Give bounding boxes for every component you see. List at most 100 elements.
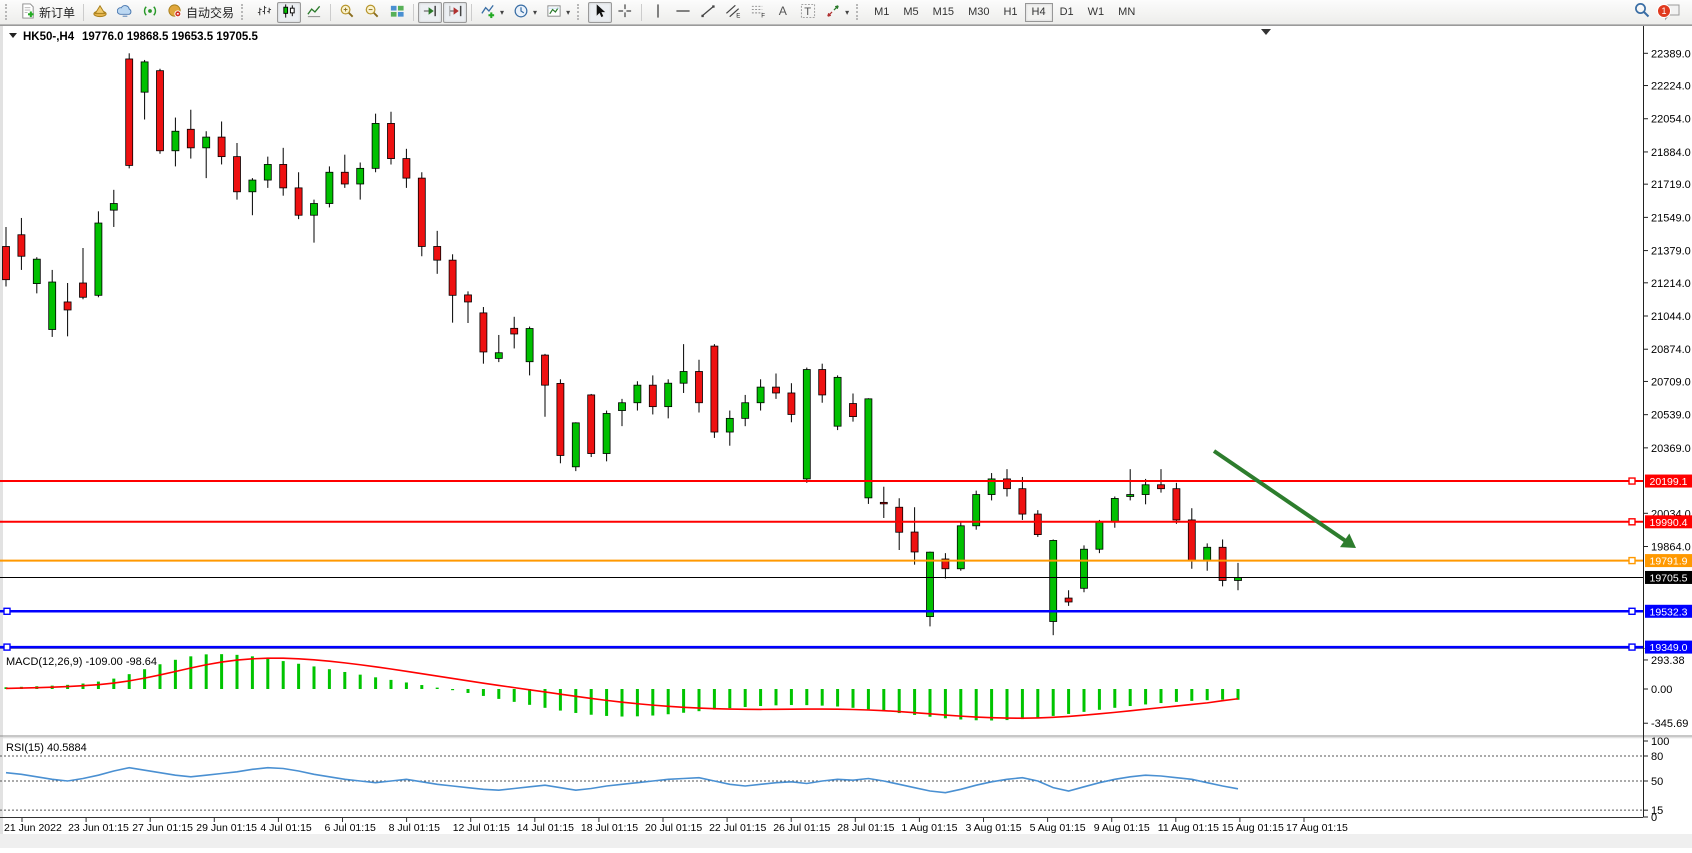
line-handle[interactable]	[3, 607, 11, 615]
svg-text:E: E	[736, 12, 740, 18]
timeframe-m30[interactable]: M30	[961, 3, 996, 22]
toolbar-grip[interactable]	[577, 4, 583, 20]
y-tick-label: 21044.0	[1651, 311, 1691, 323]
trendline-button[interactable]	[696, 2, 720, 23]
text-label-button[interactable]: T	[796, 2, 820, 23]
candle	[633, 381, 642, 411]
bar-chart-icon	[256, 3, 272, 22]
y-tick-label: 20709.0	[1651, 376, 1691, 388]
x-tick-label: 15 Aug 01:15	[1222, 822, 1284, 834]
candle-body	[17, 234, 26, 257]
tile-windows-button[interactable]	[385, 2, 409, 23]
candle-body	[2, 246, 10, 281]
community-button[interactable]	[113, 2, 137, 23]
line-handle[interactable]	[1628, 643, 1636, 651]
indicators-button[interactable]: ▾	[476, 2, 508, 23]
rsi-tick-label: 15	[1651, 805, 1663, 817]
timeframe-w1[interactable]: W1	[1081, 3, 1112, 22]
toolbar-grip[interactable]	[241, 4, 247, 20]
candle-body	[125, 58, 134, 166]
candlestick-chart-button[interactable]	[277, 1, 302, 23]
candle	[756, 379, 765, 411]
chart-area[interactable]: 22389.0 22224.0 22054.0 21884.0 21719.0 21549…	[0, 25, 1692, 848]
candle	[310, 199, 318, 243]
svg-text:A: A	[779, 4, 788, 18]
templates-button[interactable]: ▾	[542, 2, 574, 23]
timeframe-h4[interactable]: H4	[1024, 2, 1053, 22]
rsi-tick-label: 80	[1651, 751, 1663, 763]
candle	[448, 254, 457, 323]
y-tick-label: 20874.0	[1651, 344, 1691, 356]
horizontal-line-button[interactable]	[671, 2, 695, 23]
crosshair-button[interactable]	[613, 2, 637, 23]
candle	[186, 109, 195, 159]
new-order-button[interactable]: 新订单	[16, 2, 79, 23]
search-icon[interactable]	[1633, 1, 1651, 24]
dropdown-caret-icon[interactable]: ▾	[500, 7, 505, 17]
cursor-button[interactable]	[588, 1, 613, 23]
candle-body	[171, 130, 180, 152]
candle	[48, 269, 57, 337]
line-handle[interactable]	[1628, 607, 1636, 615]
bar-chart-button[interactable]	[252, 2, 276, 23]
candle	[802, 367, 811, 483]
toolbar-grip[interactable]	[5, 4, 11, 20]
dropdown-caret-icon[interactable]: ▾	[845, 7, 850, 17]
candle	[926, 551, 934, 627]
shift-end-marker-icon[interactable]	[1261, 29, 1271, 35]
line-handle[interactable]	[1628, 477, 1636, 485]
horizontal-line-object[interactable]: 19791.9	[0, 554, 1692, 568]
candle	[63, 283, 72, 337]
horizontal-line-object[interactable]: 19705.5	[0, 570, 1692, 585]
zoom-in-button[interactable]	[335, 2, 359, 23]
autotrading-button[interactable]: 自动交易	[163, 2, 238, 23]
auto-scroll-button[interactable]	[418, 1, 443, 23]
horizontal-line-object[interactable]: 19349.0	[0, 640, 1692, 655]
signals-button[interactable]	[138, 2, 162, 23]
candle	[79, 248, 87, 300]
horizontal-line-object[interactable]: 19532.3	[0, 604, 1692, 619]
chart-shift-button[interactable]	[443, 1, 468, 23]
timeframe-d1[interactable]: D1	[1053, 3, 1081, 22]
line-handle[interactable]	[1628, 556, 1636, 565]
x-tick-label: 29 Jun 01:15	[196, 822, 257, 834]
candle	[695, 359, 703, 413]
equidistant-channel-button[interactable]: E	[721, 2, 745, 23]
line-handle[interactable]	[3, 643, 11, 651]
dropdown-caret-icon[interactable]: ▾	[566, 7, 571, 17]
text-button[interactable]: A	[771, 2, 795, 23]
candle	[156, 68, 164, 154]
horizontal-line-object[interactable]: 20199.1	[0, 474, 1692, 489]
timeframe-m15[interactable]: M15	[926, 3, 961, 22]
candle	[217, 121, 226, 165]
timeframe-m1[interactable]: M1	[867, 3, 896, 22]
toolbar-grip[interactable]	[856, 4, 862, 20]
text-label-icon: T	[800, 3, 816, 22]
zoom-out-button[interactable]	[360, 2, 384, 23]
candle-body	[1095, 521, 1104, 550]
candle	[1218, 539, 1227, 587]
candle-body	[1080, 548, 1088, 589]
market-button[interactable]	[88, 2, 112, 23]
dropdown-caret-icon[interactable]: ▾	[533, 7, 538, 17]
timeframe-mn[interactable]: MN	[1111, 3, 1142, 22]
symbol-dropdown-icon[interactable]	[9, 33, 17, 38]
line-chart-icon	[306, 3, 322, 22]
ohlc-values: 19776.0 19868.5 19653.5 19705.5	[82, 31, 258, 43]
candle	[387, 111, 395, 165]
timeframe-m5[interactable]: M5	[896, 3, 925, 22]
fibonacci-button[interactable]: F	[746, 2, 770, 23]
candle-body	[926, 551, 934, 618]
periods-button[interactable]: ▾	[509, 2, 541, 23]
trend-arrow-shaft[interactable]	[1212, 449, 1349, 545]
trend-arrow-object[interactable]	[1212, 449, 1356, 548]
y-tick-label: 22224.0	[1651, 81, 1691, 93]
separator	[471, 3, 473, 21]
timeframe-h1[interactable]: H1	[996, 3, 1024, 22]
arrows-button[interactable]: ▾	[821, 2, 853, 23]
line-handle[interactable]	[1628, 518, 1636, 526]
vertical-line-button[interactable]	[646, 2, 670, 23]
chat-button[interactable]: 1	[1657, 3, 1681, 21]
line-chart-button[interactable]	[302, 2, 326, 23]
horizontal-line-object[interactable]: 19990.4	[0, 515, 1692, 529]
